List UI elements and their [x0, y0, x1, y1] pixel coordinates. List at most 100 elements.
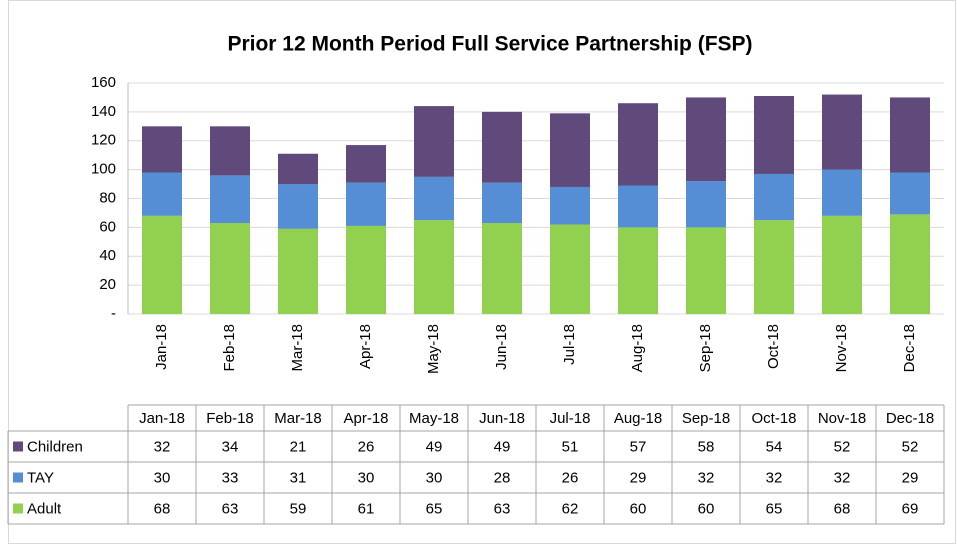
table-header: Apr-18: [343, 410, 388, 427]
table-header: Jan-18: [139, 410, 185, 427]
x-tick-label: Apr-18: [357, 324, 374, 369]
legend-label: TAY: [27, 469, 54, 486]
y-tick-label: 60: [99, 218, 116, 235]
bar-segment: [890, 172, 930, 215]
table-value: 30: [358, 469, 375, 486]
bar-segment: [482, 111, 522, 183]
chart-title: Prior 12 Month Period Full Service Partn…: [227, 33, 752, 56]
table-value: 52: [834, 438, 851, 455]
table-value: 34: [222, 438, 239, 455]
bar-segment: [890, 214, 930, 314]
bar-segment: [890, 97, 930, 173]
y-tick-label: 140: [91, 103, 116, 120]
y-tick-label: 100: [91, 161, 116, 178]
bar-segment: [482, 223, 522, 314]
table-value: 33: [222, 469, 239, 486]
table-header: May-18: [409, 410, 459, 427]
table-header: Aug-18: [614, 410, 662, 427]
bar-segment: [142, 126, 182, 173]
x-tick-label: Jun-18: [493, 324, 510, 370]
table-value: 69: [902, 500, 919, 517]
bar-segment: [210, 126, 250, 176]
y-tick-label: 20: [99, 276, 116, 293]
bar-segment: [278, 228, 318, 314]
table-header: Nov-18: [818, 410, 866, 427]
bar-segment: [414, 106, 454, 177]
y-tick-label: 40: [99, 247, 116, 264]
bar-segment: [754, 95, 794, 174]
bar-segment: [822, 215, 862, 314]
x-tick-label: Oct-18: [765, 324, 782, 369]
bar-segment: [210, 223, 250, 314]
table-value: 28: [494, 469, 511, 486]
table-value: 30: [426, 469, 443, 486]
table-value: 60: [698, 500, 715, 517]
x-tick-label: Sep-18: [697, 324, 714, 372]
x-tick-label: Dec-18: [901, 324, 918, 372]
table-value: 63: [494, 500, 511, 517]
bar-segment: [754, 173, 794, 221]
table-value: 29: [630, 469, 647, 486]
table-value: 65: [426, 500, 443, 517]
table-value: 54: [766, 438, 783, 455]
table-value: 62: [562, 500, 579, 517]
legend-swatch: [13, 472, 23, 483]
table-value: 63: [222, 500, 239, 517]
table-value: 65: [766, 500, 783, 517]
legend-swatch: [13, 503, 23, 514]
bar-segment: [142, 215, 182, 314]
y-tick-label: 120: [91, 132, 116, 149]
bar-segment: [822, 169, 862, 216]
table-value: 61: [358, 500, 375, 517]
table-value: 68: [154, 500, 171, 517]
table-value: 29: [902, 469, 919, 486]
table-header: Mar-18: [274, 410, 322, 427]
table-value: 49: [494, 438, 511, 455]
legend-label: Adult: [27, 500, 62, 517]
table-value: 26: [358, 438, 375, 455]
bar-segment: [550, 224, 590, 314]
bar-segment: [210, 175, 250, 224]
bar-segment: [754, 220, 794, 314]
bar-segment: [346, 145, 386, 183]
table-value: 31: [290, 469, 307, 486]
table-value: 32: [154, 438, 171, 455]
table-value: 68: [834, 500, 851, 517]
table-value: 52: [902, 438, 919, 455]
bar-segment: [414, 176, 454, 221]
table-header: Dec-18: [886, 410, 934, 427]
table-value: 58: [698, 438, 715, 455]
table-value: 32: [834, 469, 851, 486]
table-header: Jun-18: [479, 410, 525, 427]
bar-segment: [346, 225, 386, 314]
bar-segment: [346, 182, 386, 226]
x-tick-label: May-18: [425, 324, 442, 374]
table-value: 60: [630, 500, 647, 517]
table-header: Jul-18: [550, 410, 591, 427]
x-tick-label: Aug-18: [629, 324, 646, 372]
bar-segment: [686, 181, 726, 228]
bar-segment: [278, 153, 318, 185]
x-tick-label: Jan-18: [153, 324, 170, 370]
y-tick-label: 80: [99, 189, 116, 206]
bar-segment: [550, 113, 590, 187]
table-value: 21: [290, 438, 307, 455]
bar-segment: [142, 172, 182, 216]
chart-border: [8, 0, 956, 544]
y-tick-label: -: [111, 305, 116, 322]
x-tick-label: Feb-18: [221, 324, 238, 372]
x-tick-label: Nov-18: [833, 324, 850, 372]
table-value: 51: [562, 438, 579, 455]
table-header: Oct-18: [751, 410, 796, 427]
legend-swatch: [13, 441, 23, 452]
table-value: 57: [630, 438, 647, 455]
table-header: Sep-18: [682, 410, 730, 427]
bar-segment: [278, 184, 318, 229]
bar-segment: [618, 227, 658, 314]
bar-segment: [482, 182, 522, 224]
x-tick-label: Mar-18: [289, 324, 306, 372]
bar-segment: [414, 220, 454, 314]
y-tick-label: 160: [91, 74, 116, 91]
table-header: Feb-18: [206, 410, 254, 427]
bar-segment: [686, 227, 726, 314]
